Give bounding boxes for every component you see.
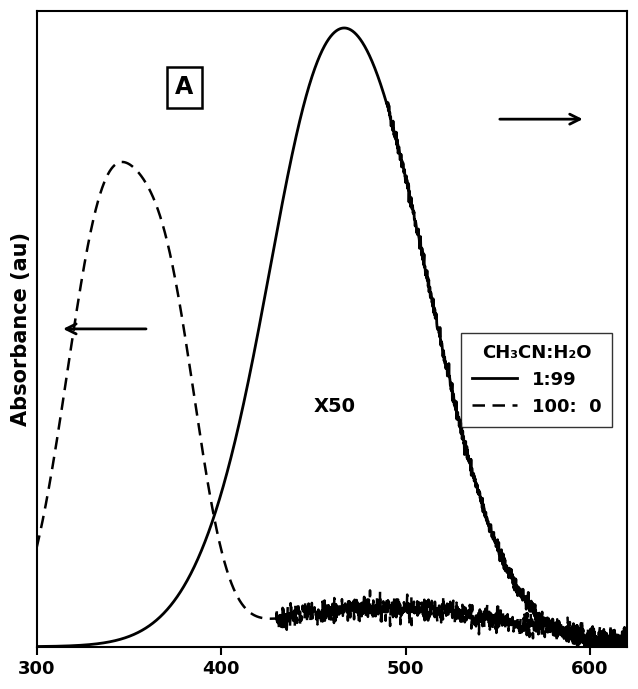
Text: A: A bbox=[175, 75, 193, 99]
Y-axis label: Absorbance (au): Absorbance (au) bbox=[11, 232, 31, 426]
Legend: 1:99, 100:  0: 1:99, 100: 0 bbox=[461, 333, 612, 426]
Text: X50: X50 bbox=[314, 397, 356, 415]
